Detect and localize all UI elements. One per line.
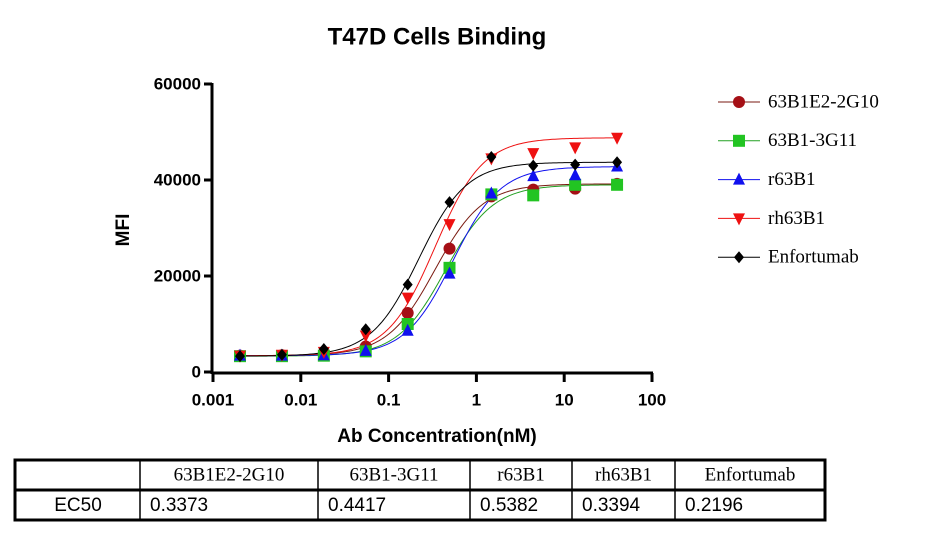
- y-axis-label: MFI: [113, 214, 134, 247]
- data-point: [443, 219, 456, 232]
- fit-curve: [240, 183, 618, 357]
- legend-marker: [734, 251, 744, 264]
- data-point: [401, 323, 414, 336]
- cell: 0.2196: [685, 495, 743, 516]
- data-point: [401, 306, 414, 319]
- data-point: [569, 142, 582, 155]
- x-tick-label: 0.1: [377, 390, 401, 409]
- data-point: [359, 330, 372, 343]
- data-point: [486, 150, 497, 163]
- legend-label: 63B1-3G11: [768, 130, 857, 151]
- data-point: [612, 156, 623, 169]
- data-point: [443, 242, 456, 255]
- data-point: [528, 159, 539, 172]
- data-point: [485, 186, 498, 199]
- column-header: 63B1E2-2G10: [174, 464, 285, 485]
- legend-label: 63B1E2-2G10: [768, 91, 879, 112]
- data-point: [276, 348, 287, 361]
- data-point: [569, 168, 582, 181]
- y-tick-label: 20000: [154, 266, 201, 285]
- table: EC50 63B1E2-2G10 0.3373 63B1-3G11 0.4417 r63B…: [13, 458, 827, 522]
- column-header: rh63B1: [595, 464, 652, 485]
- data-point: [444, 196, 455, 209]
- data-point: [527, 169, 540, 182]
- data-point: [360, 323, 371, 336]
- cell: 0.3394: [582, 495, 641, 516]
- data-point: [611, 132, 624, 145]
- data-point: [527, 148, 540, 161]
- data-point: [359, 343, 372, 356]
- data-point: [402, 278, 413, 291]
- legend-marker: [733, 134, 745, 147]
- legend-label: Enfortumab: [768, 247, 859, 268]
- x-tick-label: 0.01: [284, 390, 317, 409]
- data-point: [443, 266, 456, 279]
- column-header: r63B1: [497, 464, 545, 485]
- fit-curve: [240, 184, 618, 357]
- legend-marker: [733, 172, 745, 185]
- x-axis-label: Ab Concentration(nM): [337, 426, 536, 447]
- x-tick-label: 0.001: [192, 390, 235, 409]
- legend: 63B1E2-2G10 63B1-3G11 r63B1 rh63B1 Enfortuma…: [718, 91, 879, 268]
- legend-label: rh63B1: [768, 208, 825, 229]
- cell: 0.4417: [328, 495, 386, 516]
- x-tick-label: 1: [472, 390, 481, 409]
- x-tick-label: 100: [638, 390, 666, 409]
- x-tick-label: 10: [555, 390, 574, 409]
- data-point: [401, 292, 414, 305]
- legend-label: r63B1: [768, 169, 816, 190]
- plot: 0 20000 40000 60000 0.001 0.01 0.1 1 10 100: [154, 74, 666, 409]
- fit-curve: [239, 161, 618, 357]
- fit-curve: [239, 137, 618, 357]
- chart-title: T47D Cells Binding: [328, 23, 547, 50]
- data-point: [527, 189, 540, 202]
- y-tick-label: 40000: [154, 170, 201, 189]
- y-tick-label: 0: [192, 362, 201, 381]
- legend-marker: [733, 96, 745, 108]
- row-label: EC50: [54, 495, 102, 516]
- column-header: Enfortumab: [705, 464, 796, 485]
- cell: 0.3373: [150, 495, 208, 516]
- data-point: [570, 158, 581, 171]
- y-tick-label: 60000: [154, 74, 201, 93]
- data-point: [318, 342, 329, 355]
- legend-marker: [733, 213, 745, 226]
- data-point: [611, 178, 624, 191]
- cell: 0.5382: [480, 495, 538, 516]
- column-header: 63B1-3G11: [349, 464, 438, 485]
- data-point: [569, 178, 582, 191]
- data-point: [234, 350, 245, 363]
